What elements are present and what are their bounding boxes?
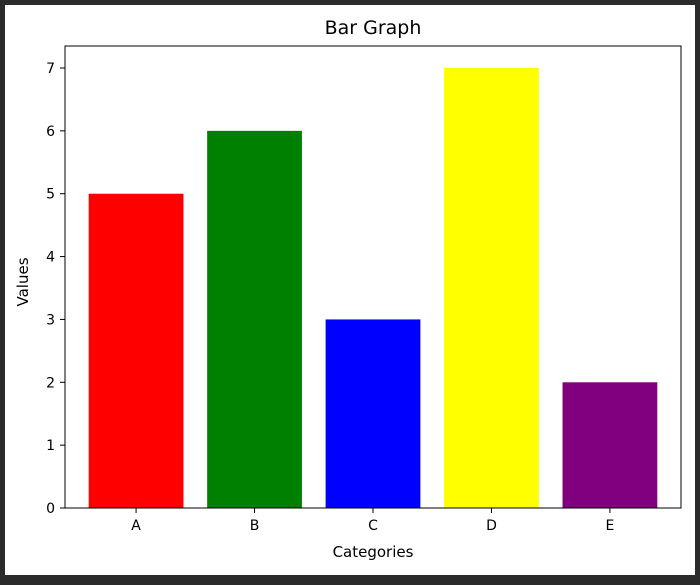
- bar-E: [562, 382, 658, 508]
- y-tick-label: 7: [46, 61, 55, 77]
- x-tick-label: B: [250, 518, 260, 534]
- y-tick-label: 3: [46, 312, 55, 328]
- y-tick-label: 0: [46, 501, 55, 517]
- chart-figure: Bar Graph 0 1 2 3 4 5 6 7 A B C D E Categories Valu…: [5, 5, 695, 575]
- y-tick-label: 4: [46, 250, 55, 266]
- x-tick-label: A: [131, 518, 141, 534]
- bar-C: [325, 319, 421, 508]
- bar-A: [88, 193, 184, 508]
- y-axis: 0 1 2 3 4 5 6 7: [46, 61, 65, 517]
- x-axis: A B C D E: [131, 508, 614, 534]
- x-tick-label: E: [605, 518, 614, 534]
- bar-B: [207, 130, 302, 508]
- y-axis-label: Values: [14, 257, 32, 306]
- y-tick-label: 2: [46, 375, 55, 391]
- bar-D: [444, 68, 539, 508]
- y-tick-label: 5: [46, 187, 55, 203]
- y-tick-label: 6: [46, 124, 55, 140]
- y-tick-label: 1: [46, 438, 55, 454]
- bars-group: [88, 68, 658, 508]
- x-axis-label: Categories: [333, 543, 414, 561]
- plot-area-border: [64, 45, 682, 509]
- chart-title: Bar Graph: [325, 17, 422, 39]
- x-tick-label: D: [486, 518, 497, 534]
- x-tick-label: C: [368, 518, 378, 534]
- bar-chart: Bar Graph 0 1 2 3 4 5 6 7 A B C D E Categories Valu…: [14, 17, 682, 561]
